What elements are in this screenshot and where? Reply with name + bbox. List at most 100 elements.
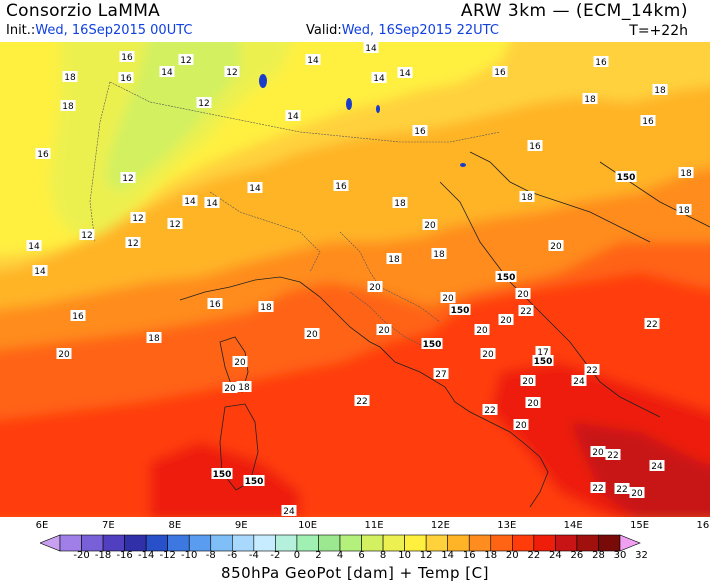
colorbar-label: -10 <box>181 550 198 561</box>
temperature-label: 14 <box>159 66 175 78</box>
colorbar-label: 18 <box>484 550 498 561</box>
svg-text:22: 22 <box>616 485 627 495</box>
temperature-label: 20 <box>515 288 531 300</box>
temperature-label: 14 <box>204 197 220 209</box>
model-label: ARW 3km — (ECM_14km) <box>460 1 688 21</box>
colorbar-swatch <box>59 534 82 552</box>
temperature-label: 27 <box>433 368 449 380</box>
colorbar-swatch <box>555 534 578 552</box>
longitude-tick: 11E <box>364 520 384 531</box>
temperature-label: 18 <box>652 84 668 96</box>
colorbar-swatch <box>361 534 384 552</box>
temperature-label: 20 <box>222 382 238 394</box>
geopotential-label: 150 <box>421 338 443 350</box>
svg-text:18: 18 <box>64 73 76 83</box>
temperature-label: 20 <box>304 328 320 340</box>
colorbar-swatch <box>490 534 513 552</box>
temperature-label: 22 <box>482 404 498 416</box>
temperature-label: 18 <box>392 197 408 209</box>
init-prefix: Init.: <box>6 23 36 38</box>
svg-text:20: 20 <box>515 421 527 431</box>
svg-text:20: 20 <box>592 448 604 458</box>
svg-text:22: 22 <box>607 451 618 461</box>
svg-text:18: 18 <box>148 334 160 344</box>
colorbar-label: 26 <box>570 550 584 561</box>
geopotential-label: 150 <box>532 355 554 367</box>
svg-text:16: 16 <box>642 117 654 127</box>
svg-text:16: 16 <box>37 150 49 160</box>
svg-text:20: 20 <box>500 316 512 326</box>
temperature-label: 20 <box>629 487 645 499</box>
svg-text:22: 22 <box>592 484 603 494</box>
svg-text:18: 18 <box>654 86 666 96</box>
temperature-label: 18 <box>236 381 252 393</box>
temperature-label: 20 <box>525 397 541 409</box>
svg-text:16: 16 <box>121 53 133 63</box>
colorbar-label: -8 <box>205 550 216 561</box>
colorbar-swatch <box>425 534 448 552</box>
svg-text:14: 14 <box>399 69 411 79</box>
geopotential-label: 150 <box>243 475 265 487</box>
coastlines <box>179 151 710 508</box>
temperature-label: 12 <box>130 212 146 224</box>
svg-text:18: 18 <box>521 193 533 203</box>
colorbar-label: 22 <box>527 550 541 561</box>
svg-text:18: 18 <box>433 250 445 260</box>
colorbar-label: 10 <box>398 550 411 561</box>
temperature-label: 12 <box>120 172 136 184</box>
temperature-label: 20 <box>232 356 248 368</box>
colorbar-swatch <box>167 534 190 552</box>
temperature-label: 18 <box>431 248 447 260</box>
temperature-label: 20 <box>474 324 490 336</box>
colorbar-swatch <box>81 534 104 552</box>
valid-value: Wed, 16Sep2015 22UTC <box>341 23 499 38</box>
temperature-label: 14 <box>32 265 48 277</box>
temperature-label: 20 <box>498 314 514 326</box>
colorbar-label: -2 <box>270 550 281 561</box>
svg-text:20: 20 <box>482 350 494 360</box>
svg-text:14: 14 <box>249 184 261 194</box>
colorbar-max-arrow <box>619 534 641 552</box>
colorbar-label: -4 <box>248 550 259 561</box>
temperature-field <box>0 42 710 517</box>
colorbar-swatch <box>296 534 319 552</box>
temperature-label: 14 <box>371 72 387 84</box>
colorbar-swatch <box>210 534 233 552</box>
colorbar-label: 6 <box>358 550 365 561</box>
temperature-label: 18 <box>678 167 694 179</box>
temperature-label: 16 <box>35 148 51 160</box>
colorbar-swatch <box>447 534 470 552</box>
svg-text:20: 20 <box>58 350 70 360</box>
temperature-label: 14 <box>182 195 198 207</box>
temperature-label: 12 <box>167 218 183 230</box>
svg-text:22: 22 <box>484 406 495 416</box>
svg-text:14: 14 <box>28 242 40 252</box>
temperature-label: 24 <box>571 375 587 387</box>
colorbar-label: 28 <box>592 550 605 561</box>
variable-caption: 850hPa GeoPot [dam] + Temp [C] <box>221 564 489 582</box>
valid-time: Valid:Wed, 16Sep2015 22UTC <box>306 23 499 38</box>
colorbar-label: -6 <box>227 550 238 561</box>
temperature-label: 18 <box>258 301 274 313</box>
temperature-label: 24 <box>281 505 297 517</box>
svg-text:12: 12 <box>81 231 92 241</box>
temperature-label: 17 <box>535 346 551 358</box>
longitude-tick: 10E <box>298 520 318 531</box>
temperature-label: 18 <box>62 71 78 83</box>
temperature-label: 16 <box>527 140 543 152</box>
svg-text:20: 20 <box>369 283 381 293</box>
colorbar-label: -18 <box>94 550 112 561</box>
colorbar-swatch <box>102 534 125 552</box>
colorbar-swatch <box>512 534 535 552</box>
colorbar-swatch <box>382 534 405 552</box>
svg-text:18: 18 <box>62 102 74 112</box>
svg-text:20: 20 <box>442 294 454 304</box>
svg-text:18: 18 <box>394 199 406 209</box>
svg-text:150: 150 <box>245 477 264 487</box>
svg-text:12: 12 <box>122 174 133 184</box>
temperature-label: 14 <box>26 240 42 252</box>
temperature-label: 18 <box>386 253 402 265</box>
header: Consorzio LaMMA ARW 3km — (ECM_14km) Ini… <box>0 0 710 42</box>
svg-text:22: 22 <box>356 397 367 407</box>
longitude-tick: 9E <box>234 520 248 531</box>
